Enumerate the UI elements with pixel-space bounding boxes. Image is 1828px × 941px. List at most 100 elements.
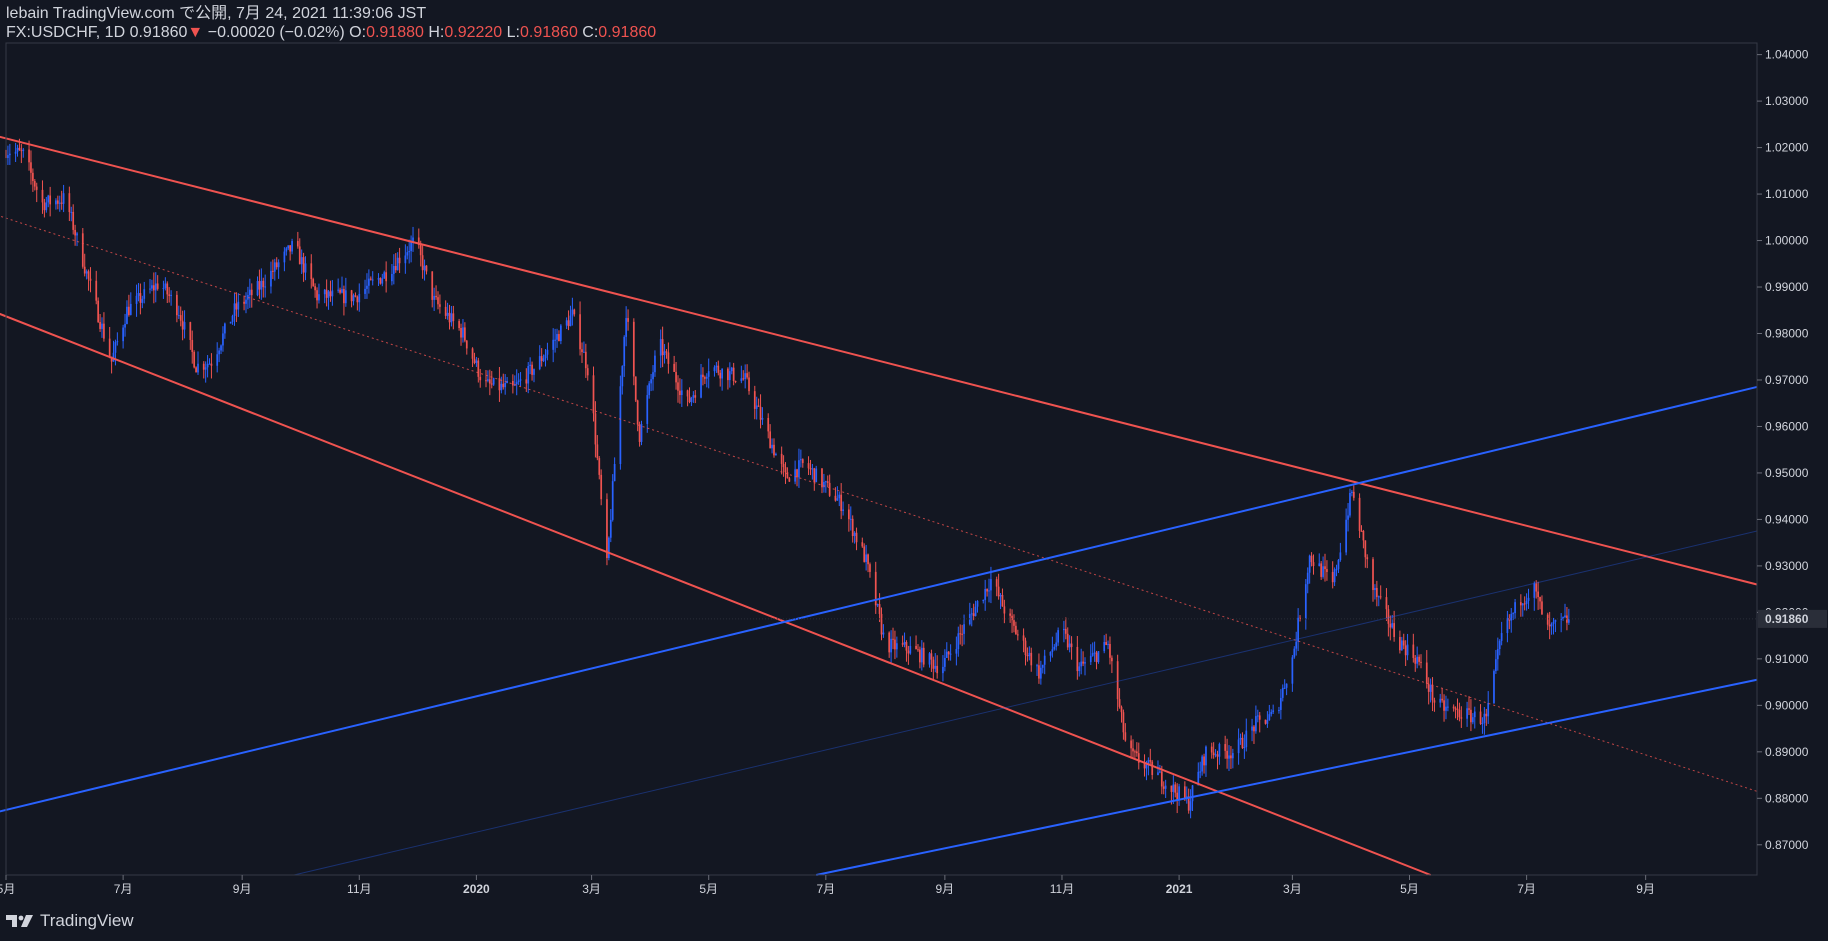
candle-body: [408, 251, 411, 253]
candle-body: [369, 278, 372, 280]
candle-body: [1416, 656, 1419, 664]
candle-body: [435, 295, 437, 298]
candle-body: [1498, 640, 1501, 650]
candle-body: [1041, 664, 1044, 668]
candle-body: [1038, 665, 1040, 679]
candle-body: [1320, 563, 1323, 577]
tradingview-branding[interactable]: TradingView: [6, 911, 134, 931]
candle-body: [1053, 646, 1056, 650]
candle-body: [788, 478, 791, 482]
candle-body: [1116, 661, 1119, 700]
candle-body: [99, 322, 101, 329]
candle-body: [890, 638, 892, 653]
candle-body: [235, 303, 238, 310]
candle-body: [1080, 661, 1083, 667]
candle-body: [571, 309, 574, 316]
candle-body: [1333, 569, 1336, 583]
candle-body: [1143, 762, 1146, 769]
candle-body: [45, 202, 48, 211]
candle-body: [815, 468, 818, 483]
candle-body: [129, 303, 132, 315]
candle-body: [544, 354, 547, 359]
candle-body: [1051, 649, 1054, 652]
candle-body: [690, 397, 693, 403]
candle-body: [915, 645, 917, 650]
candle-body: [398, 257, 401, 264]
candle-body: [89, 278, 92, 281]
candle-body: [1308, 555, 1311, 573]
candle-body: [1174, 784, 1177, 793]
candle-body: [677, 382, 679, 391]
candle-body: [49, 195, 52, 205]
candle-body: [85, 271, 88, 274]
candle-body: [661, 339, 664, 356]
candle-body: [1358, 497, 1361, 531]
candle-body: [1335, 569, 1338, 571]
candle-body: [270, 270, 272, 287]
candle-body: [1318, 563, 1321, 567]
trendlines[interactable]: [0, 135, 1758, 876]
high-label: H:: [428, 24, 445, 41]
candle-body: [728, 371, 731, 381]
candle-body: [256, 281, 259, 296]
last-price-tag-bg: [1758, 609, 1827, 628]
candle-body: [62, 193, 65, 204]
candle-body: [488, 379, 491, 384]
candle-body: [1487, 702, 1490, 717]
candle-body: [865, 554, 868, 562]
candle-body: [851, 518, 854, 537]
candle-body: [895, 643, 898, 650]
candle-body: [410, 241, 412, 252]
candle-body: [1406, 644, 1409, 656]
candle-body: [1351, 491, 1353, 493]
candle-body: [1178, 786, 1180, 801]
candle-body: [611, 481, 614, 520]
time-axis[interactable]: 5月 7月 9月 11月 2020 3月 5月 7月 9月 11月 2021 3月 5月 7月 9月: [0, 874, 1757, 896]
candle-body: [1043, 655, 1046, 665]
candle-body: [1527, 597, 1530, 601]
candle-body: [377, 278, 380, 280]
candle-body: [222, 333, 224, 346]
candle-body: [880, 613, 883, 635]
time-tick-label: 11月: [347, 882, 371, 896]
candle-body: [773, 444, 775, 456]
candle-body: [1241, 737, 1244, 748]
time-tick-label: 2020: [463, 882, 490, 896]
candle-body: [1279, 697, 1282, 710]
candle-body: [1512, 613, 1515, 615]
candle-body: [1066, 633, 1069, 648]
candle-body: [1479, 711, 1482, 724]
candle-body: [179, 315, 182, 321]
candle-body: [477, 360, 480, 377]
candle-body: [1400, 640, 1403, 651]
candle-body: [917, 649, 919, 651]
change-down-icon: ▼: [187, 24, 204, 41]
candle-body: [1105, 642, 1107, 645]
candle-body: [344, 290, 347, 304]
candle-body: [581, 349, 583, 353]
candle-body: [1402, 640, 1405, 646]
candle-body: [847, 509, 850, 520]
candle-body: [364, 288, 366, 294]
candle-body: [853, 532, 856, 537]
candle-body: [1377, 596, 1380, 598]
candle-body: [692, 395, 695, 398]
candle-body: [1028, 652, 1031, 657]
candle-body: [87, 271, 90, 279]
candle-body: [1331, 571, 1334, 583]
price-axis[interactable]: 0.870000.880000.890000.900000.910000.920…: [1756, 43, 1809, 875]
candle-body: [794, 469, 796, 482]
candle-body: [1360, 530, 1363, 532]
candle-body: [1160, 771, 1163, 787]
candle-body: [842, 509, 844, 511]
candle-body: [529, 364, 532, 367]
candle-body: [807, 463, 810, 469]
candle-body: [942, 666, 944, 674]
candle-body: [861, 542, 864, 547]
candle-body: [769, 431, 772, 449]
candle-body: [888, 632, 891, 653]
candle-body: [381, 278, 384, 284]
candle-body: [1122, 712, 1125, 733]
candle-body: [867, 554, 869, 565]
